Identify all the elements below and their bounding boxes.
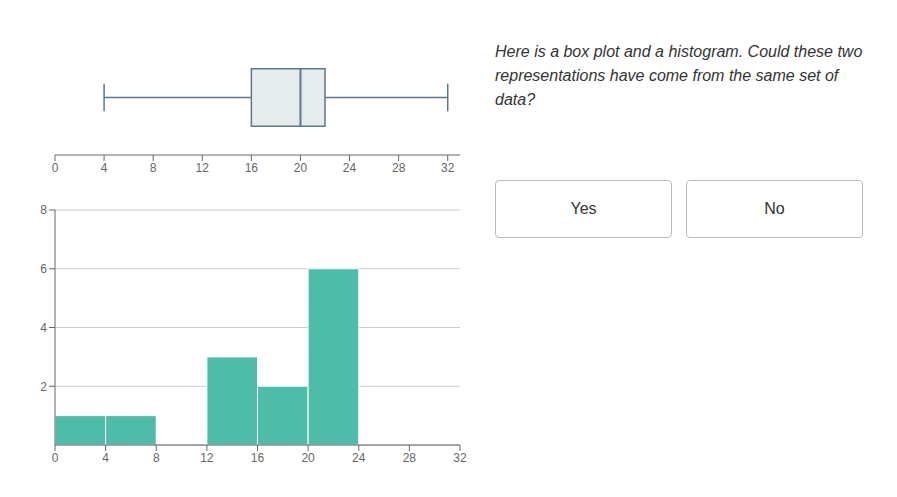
svg-text:0: 0 <box>52 161 59 175</box>
svg-text:24: 24 <box>343 161 357 175</box>
svg-text:4: 4 <box>102 451 109 465</box>
svg-text:6: 6 <box>40 262 47 276</box>
svg-text:8: 8 <box>150 161 157 175</box>
svg-text:12: 12 <box>200 451 214 465</box>
svg-text:20: 20 <box>301 451 315 465</box>
svg-text:4: 4 <box>40 321 47 335</box>
svg-text:16: 16 <box>251 451 265 465</box>
svg-text:32: 32 <box>441 161 455 175</box>
svg-text:8: 8 <box>40 203 47 217</box>
svg-text:24: 24 <box>352 451 366 465</box>
html-text:No: No <box>764 200 785 217</box>
html-text:Here is a box plot and a histo: Here is a box plot and a histogram. Coul… <box>495 43 863 108</box>
svg-text:28: 28 <box>392 161 406 175</box>
svg-text:8: 8 <box>153 451 160 465</box>
html-text:Yes: Yes <box>570 200 597 217</box>
svg-text:20: 20 <box>294 161 308 175</box>
svg-text:4: 4 <box>101 161 108 175</box>
svg-text:12: 12 <box>196 161 210 175</box>
svg-text:16: 16 <box>245 161 259 175</box>
svg-text:28: 28 <box>403 451 417 465</box>
svg-text:2: 2 <box>40 380 47 394</box>
svg-text:32: 32 <box>453 451 467 465</box>
svg-text:0: 0 <box>52 451 59 465</box>
